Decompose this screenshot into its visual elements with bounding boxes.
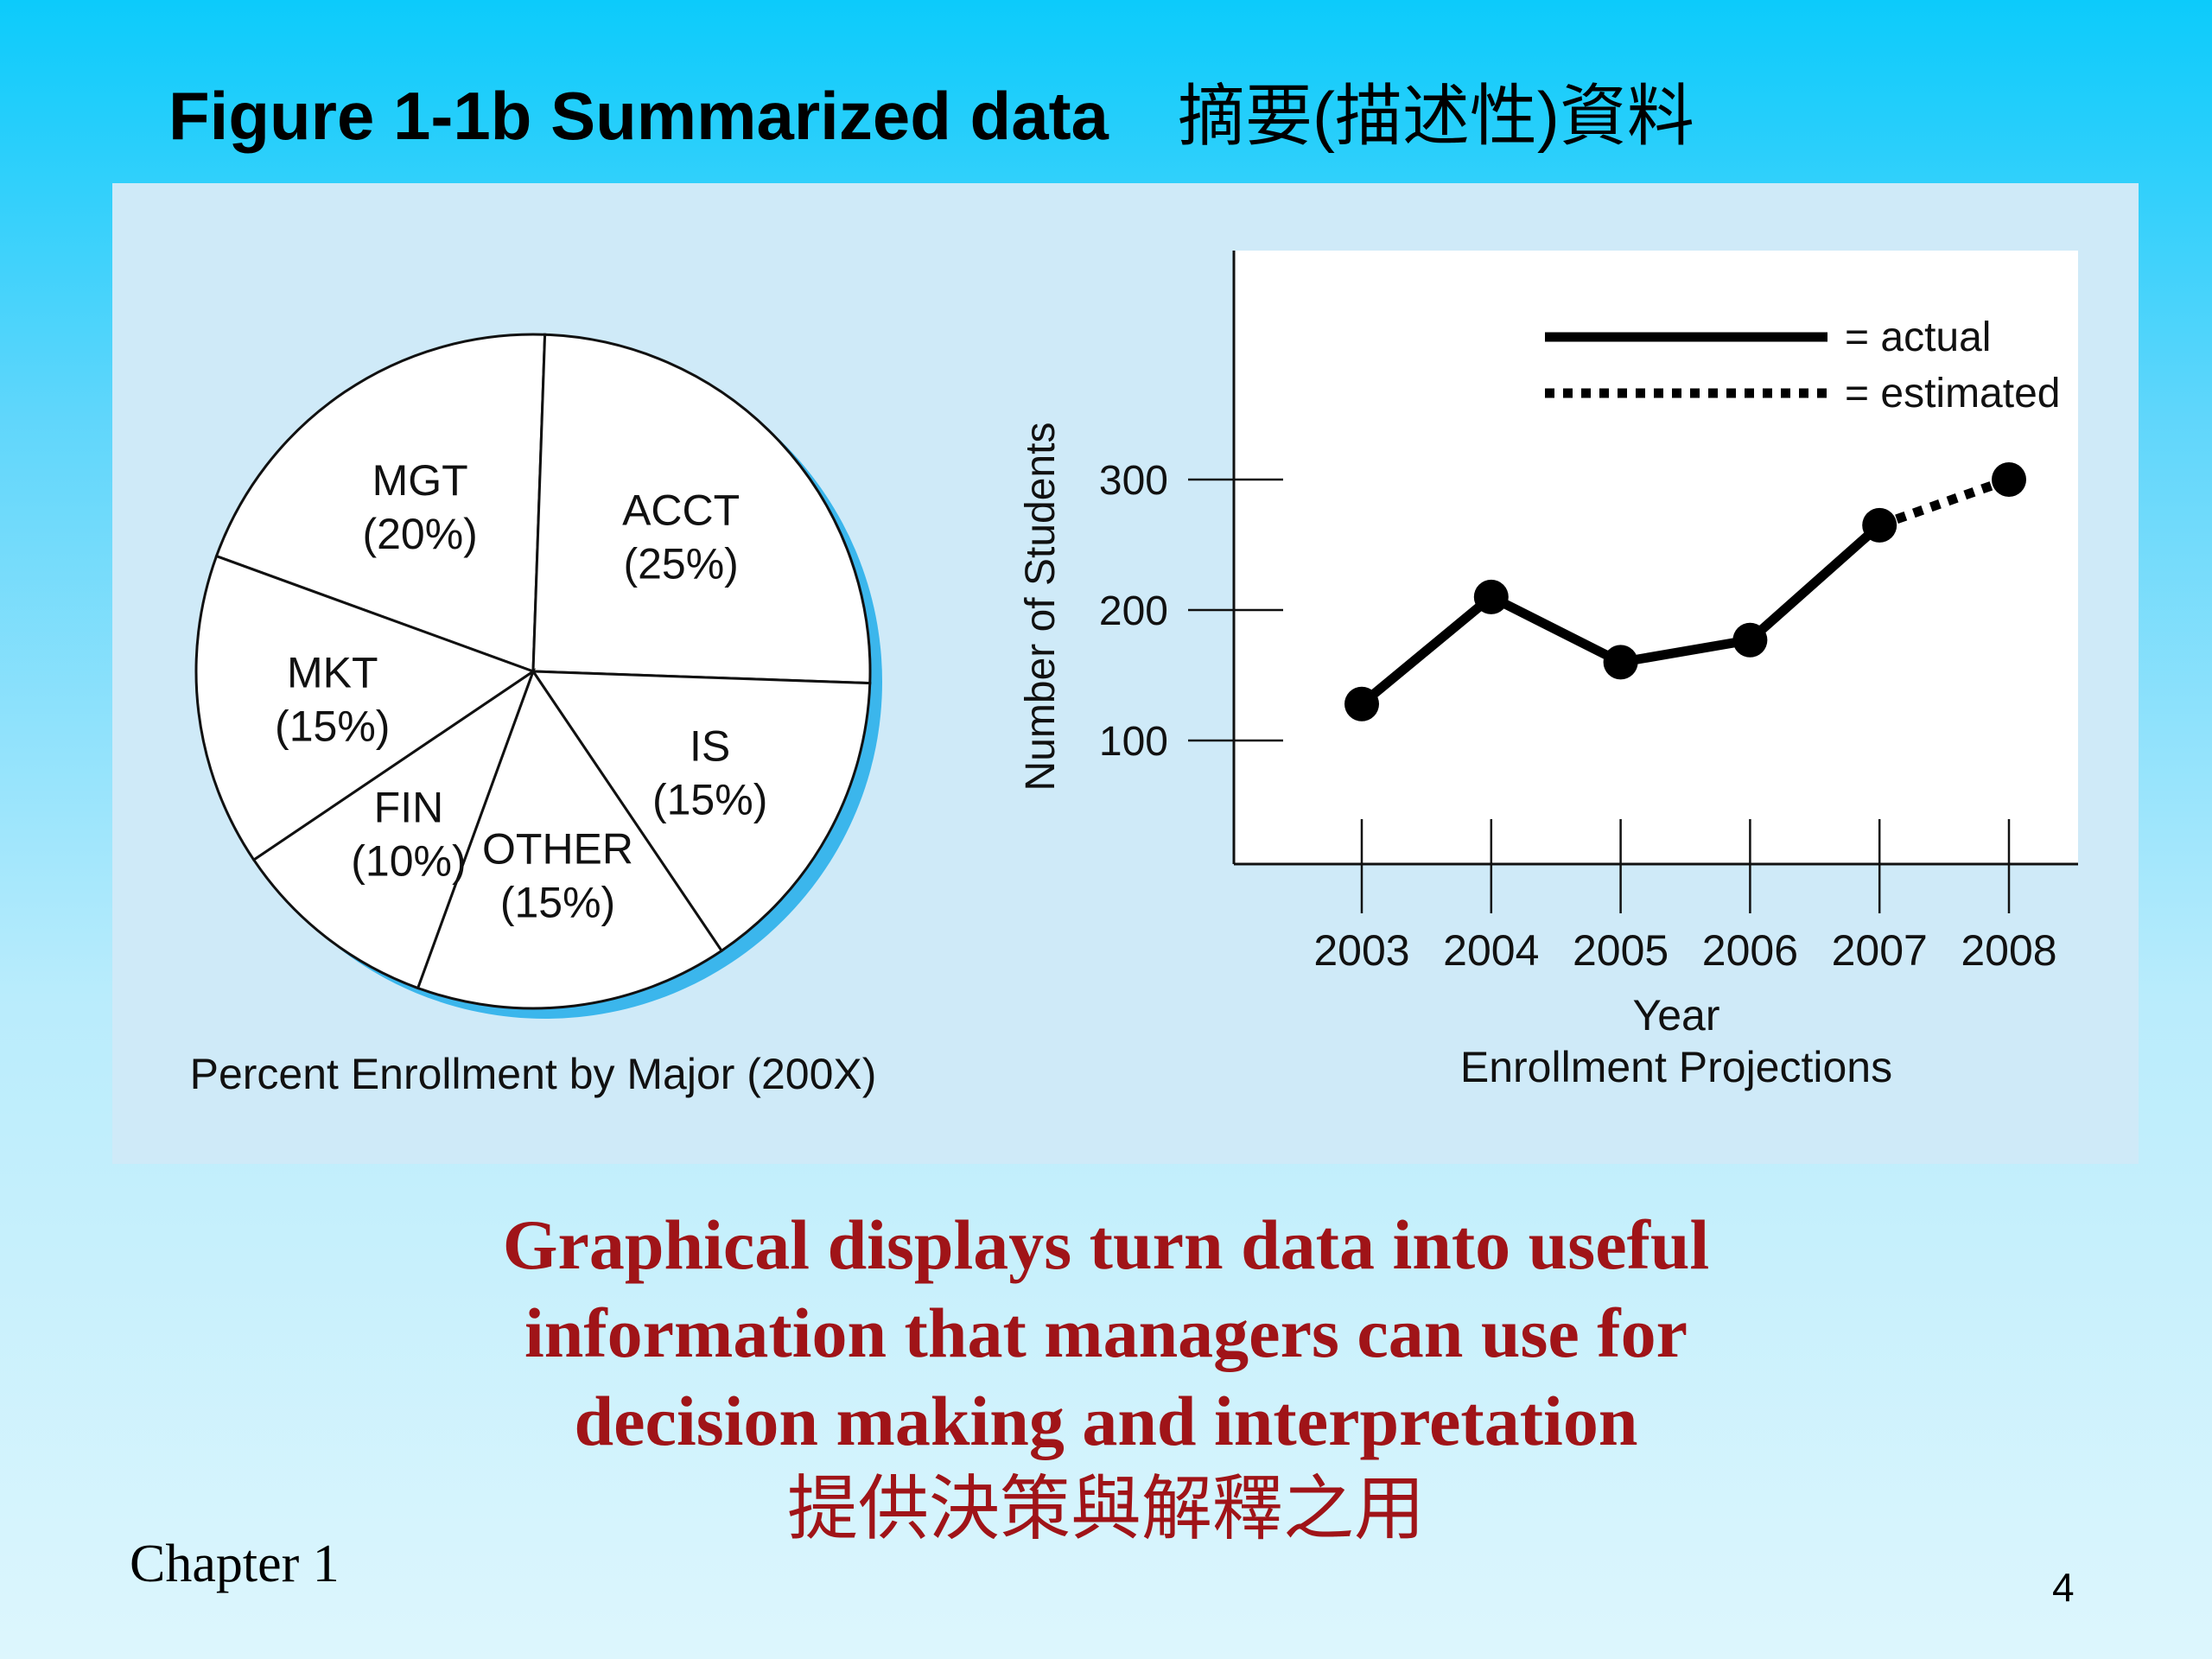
pie-percent-is: (15%) xyxy=(652,775,767,823)
slide-caption: Graphical displays turn data into useful… xyxy=(406,1201,1806,1554)
pie-slice-mkt xyxy=(194,554,537,862)
title-cjk-text: 摘要(描述性)資料 xyxy=(1177,78,1694,154)
line-plot-area xyxy=(1234,251,2078,864)
pie-percent-mkt: (15%) xyxy=(275,702,390,751)
pie-slice-fin xyxy=(251,668,536,990)
x-tick-label-2007: 2007 xyxy=(1832,926,1928,975)
x-axis-label: Year xyxy=(1632,991,1719,1039)
legend-actual-label: = actual xyxy=(1845,315,1991,360)
x-tick-label-2003: 2003 xyxy=(1313,926,1409,975)
y-tick-label-100: 100 xyxy=(1099,719,1168,765)
series-line-estimated xyxy=(1878,474,2011,531)
data-point-2006 xyxy=(1732,622,1768,658)
slide-title: Figure 1-1b Summarized data 摘要(描述性)資料 xyxy=(168,62,1694,159)
pie-percent-acct: (25%) xyxy=(623,539,738,588)
pie-slice-mgt xyxy=(214,333,547,674)
x-tick-label-2004: 2004 xyxy=(1443,926,1539,975)
chapter-footer: Chapter 1 xyxy=(130,1535,340,1593)
pie-percent-other: (15%) xyxy=(500,878,615,926)
data-point-2004 xyxy=(1473,579,1509,614)
x-tick-label-2006: 2006 xyxy=(1702,926,1798,975)
pie-label-mgt: MGT xyxy=(372,456,468,505)
figure-panel: MGT (20%) ACCT (25%) IS (15%) OTHER (15%) FIN (10… xyxy=(112,183,2139,1164)
title-text: Figure 1-1b Summarized data xyxy=(168,78,1109,154)
pie-label-fin: FIN xyxy=(374,783,444,831)
y-tick-label-300: 300 xyxy=(1099,458,1168,504)
line-chart: 100 200 300 2003 2004 2005 2006 2007 2008 YearEnr… xyxy=(1018,251,2078,1091)
caption-line-3: decision making and interpretation xyxy=(574,1382,1638,1460)
data-point-2003 xyxy=(1344,686,1379,721)
y-axis-label: Number of Students xyxy=(1018,423,1064,791)
page-number: 4 xyxy=(2052,1565,2075,1610)
pie-label-mkt: MKT xyxy=(287,649,378,697)
figure-svg: MGT (20%) ACCT (25%) IS (15%) OTHER (15%) FIN (10… xyxy=(190,251,2078,1098)
data-point-2008 xyxy=(1992,462,2026,497)
data-point-2007 xyxy=(1862,507,1897,543)
pie-label-is: IS xyxy=(690,721,730,770)
x-tick-label-2005: 2005 xyxy=(1573,926,1669,975)
pie-percent-mgt: (20%) xyxy=(362,510,477,558)
caption-line-1: Graphical displays turn data into useful xyxy=(502,1205,1710,1284)
line-chart-title: Enrollment Projections xyxy=(1460,1043,1892,1091)
pie-slice-other xyxy=(416,668,724,1010)
data-point-2005 xyxy=(1603,645,1638,680)
pie-percent-fin: (10%) xyxy=(351,836,466,885)
y-tick-label-200: 200 xyxy=(1099,588,1168,634)
pie-chart-title: Percent Enrollment by Major (200X) xyxy=(190,1050,877,1098)
legend-estimated-label: = estimated xyxy=(1845,371,2060,416)
pie-label-other: OTHER xyxy=(482,824,633,873)
caption-cjk-line: 提供決策與解釋之用 xyxy=(786,1468,1425,1550)
pie-chart: MGT (20%) ACCT (25%) IS (15%) OTHER (15%) FIN (10… xyxy=(190,333,882,1098)
pie-slice-acct xyxy=(531,333,872,685)
pie-label-acct: ACCT xyxy=(622,486,740,534)
caption-line-2: information that managers can use for xyxy=(524,1294,1688,1372)
pie-slice-is xyxy=(531,670,872,953)
x-tick-label-2008: 2008 xyxy=(1961,926,2056,975)
